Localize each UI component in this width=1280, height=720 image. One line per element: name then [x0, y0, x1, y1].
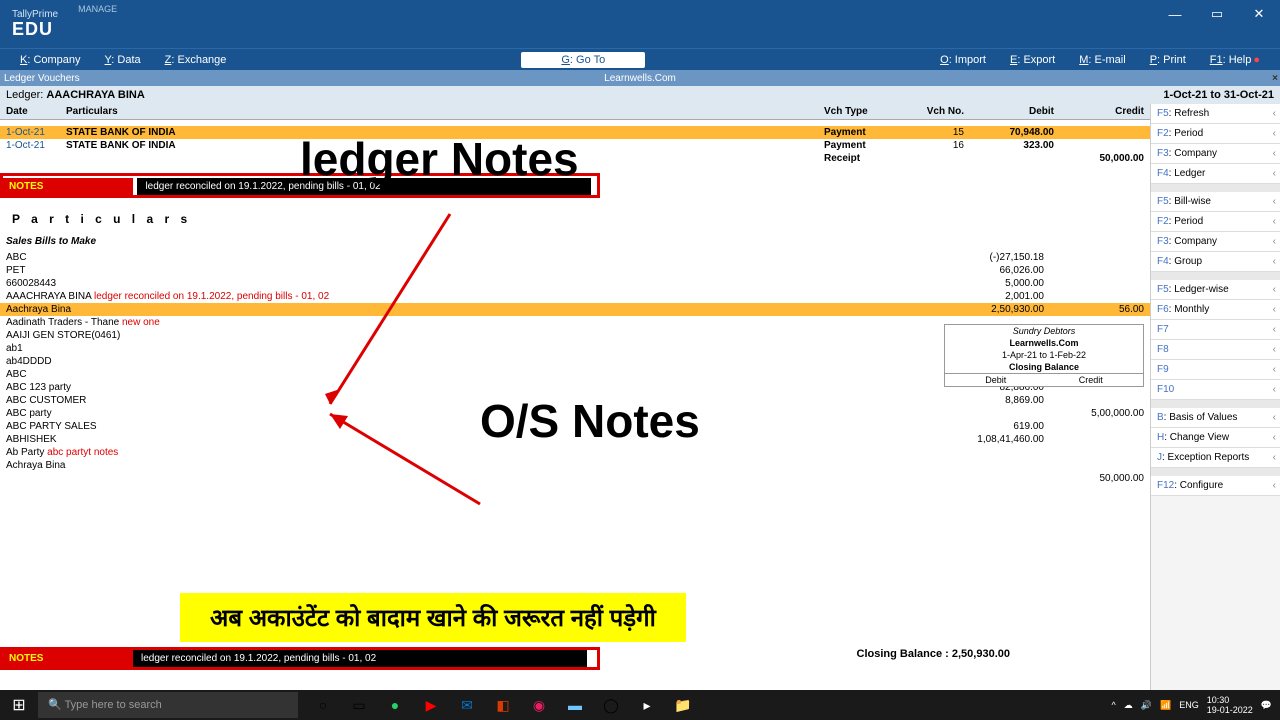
- side-button[interactable]: B: Basis of Values‹: [1151, 408, 1280, 428]
- maximize-button[interactable]: ▭: [1196, 0, 1238, 28]
- app-icon[interactable]: ◉: [522, 690, 556, 720]
- taskview-icon[interactable]: ▭: [342, 690, 376, 720]
- taskbar: ⊞ 🔍 Type here to search ○ ▭ ● ▶ ✉ ◧ ◉ ▬ …: [0, 690, 1280, 720]
- hindi-banner: अब अकाउंटेंट को बादाम खाने की जरूरत नहीं…: [180, 593, 686, 642]
- window-controls: — ▭ ✕: [1154, 0, 1280, 28]
- menu-exchange[interactable]: Z: Exchange: [153, 52, 239, 68]
- side-button[interactable]: F2: Period‹: [1151, 124, 1280, 144]
- particulars-header: P a r t i c u l a r s: [0, 206, 1150, 232]
- side-button[interactable]: F4: Group‹: [1151, 252, 1280, 272]
- title-os-notes: O/S Notes: [480, 394, 700, 448]
- list-row[interactable]: PET66,026.00: [0, 264, 1150, 277]
- whatsapp-icon[interactable]: ●: [378, 690, 412, 720]
- list-row[interactable]: 50,000.00: [0, 472, 1150, 485]
- app-edition: EDU: [12, 20, 58, 40]
- taskbar-search[interactable]: 🔍 Type here to search: [38, 692, 298, 718]
- manage-label: MANAGE: [78, 4, 117, 14]
- tray-date: 19-01-2022: [1207, 705, 1253, 715]
- title-bar: TallyPrime EDU MANAGE — ▭ ✕: [0, 0, 1280, 48]
- info-period: 1-Apr-21 to 1-Feb-22: [945, 349, 1143, 361]
- app-name: TallyPrime: [12, 9, 58, 20]
- notes-label-bottom: NOTES: [3, 650, 133, 667]
- minimize-button[interactable]: —: [1154, 0, 1196, 28]
- side-button[interactable]: F3: Company‹: [1151, 232, 1280, 252]
- list-row[interactable]: Achraya Bina: [0, 459, 1150, 472]
- list-row[interactable]: 6600284435,000.00: [0, 277, 1150, 290]
- side-button[interactable]: F5: Ledger-wise‹: [1151, 280, 1280, 300]
- info-group: Sundry Debtors: [945, 325, 1143, 337]
- side-button[interactable]: F7‹: [1151, 320, 1280, 340]
- info-box: Sundry Debtors Learnwells.Com 1-Apr-21 t…: [944, 324, 1144, 387]
- menu-export[interactable]: E: Export: [998, 52, 1067, 68]
- side-button[interactable]: F4: Ledger‹: [1151, 164, 1280, 184]
- powerpoint-icon[interactable]: ◧: [486, 690, 520, 720]
- side-panel: F5: Refresh‹F2: Period‹F3: Company‹F4: L…: [1150, 104, 1280, 696]
- menu-data[interactable]: Y: Data: [93, 52, 153, 68]
- start-button[interactable]: ⊞: [0, 690, 38, 720]
- subheader-left: Ledger Vouchers: [4, 73, 80, 84]
- info-credit: Credit: [1079, 375, 1103, 385]
- notes-text-bottom: ledger reconciled on 19.1.2022, pending …: [133, 650, 587, 667]
- col-debit: Debit: [964, 106, 1054, 117]
- cortana-icon[interactable]: ○: [306, 690, 340, 720]
- closing-balance: Closing Balance : 2,50,930.00: [857, 648, 1010, 660]
- sub-header: Ledger Vouchers Learnwells.Com ×: [0, 70, 1280, 86]
- ledger-title-bar: Ledger: AAACHRAYA BINA 1-Oct-21 to 31-Oc…: [0, 86, 1280, 104]
- tally-icon[interactable]: ▬: [558, 690, 592, 720]
- side-button[interactable]: J: Exception Reports‹: [1151, 448, 1280, 468]
- side-button[interactable]: F5: Bill-wise‹: [1151, 192, 1280, 212]
- info-closing: Closing Balance: [1009, 362, 1079, 372]
- chrome-icon[interactable]: ◯: [594, 690, 628, 720]
- tray-time: 10:30: [1207, 695, 1230, 705]
- list-row[interactable]: AAACHRAYA BINA ledger reconciled on 19.1…: [0, 290, 1150, 303]
- side-button[interactable]: F9‹: [1151, 360, 1280, 380]
- list-row[interactable]: Aachraya Bina2,50,930.0056.00: [0, 303, 1150, 316]
- side-button[interactable]: F2: Period‹: [1151, 212, 1280, 232]
- outlook-icon[interactable]: ✉: [450, 690, 484, 720]
- side-button[interactable]: F10‹: [1151, 380, 1280, 400]
- col-vchtype: Vch Type: [824, 106, 904, 117]
- menu-company[interactable]: K: Company: [8, 52, 93, 68]
- taskbar-icons: ○ ▭ ● ▶ ✉ ◧ ◉ ▬ ◯ ▸ 📁: [306, 690, 700, 720]
- side-button[interactable]: F5: Refresh‹: [1151, 104, 1280, 124]
- column-headers: Date Particulars Vch Type Vch No. Debit …: [0, 104, 1150, 120]
- close-button[interactable]: ✕: [1238, 0, 1280, 28]
- menu-print[interactable]: P: Print: [1138, 52, 1198, 68]
- explorer-icon[interactable]: 📁: [666, 690, 700, 720]
- col-credit: Credit: [1054, 106, 1144, 117]
- side-button[interactable]: F8‹: [1151, 340, 1280, 360]
- content-area: Date Particulars Vch Type Vch No. Debit …: [0, 104, 1150, 696]
- col-date: Date: [6, 106, 66, 117]
- info-debit: Debit: [985, 375, 1006, 385]
- side-button[interactable]: F6: Monthly‹: [1151, 300, 1280, 320]
- menu-goto[interactable]: G: Go To: [521, 52, 645, 68]
- ledger-label: Ledger:: [6, 89, 43, 101]
- youtube-icon[interactable]: ▶: [414, 690, 448, 720]
- notes-box-bottom: NOTES ledger reconciled on 19.1.2022, pe…: [0, 647, 600, 670]
- col-vchno: Vch No.: [904, 106, 964, 117]
- system-tray[interactable]: ^☁🔊📶 ENG 10:3019-01-2022 💬: [1112, 695, 1280, 715]
- info-company: Learnwells.Com: [1009, 338, 1078, 348]
- menu-import[interactable]: O: Import: [928, 52, 998, 68]
- notes-label: NOTES: [3, 178, 133, 195]
- section-title: Sales Bills to Make: [0, 232, 1150, 251]
- list-row[interactable]: ABC(-)27,150.18: [0, 251, 1150, 264]
- tray-lang[interactable]: ENG: [1179, 700, 1199, 710]
- menu-bar: K: Company Y: Data Z: Exchange G: Go To …: [0, 48, 1280, 70]
- subheader-close[interactable]: ×: [1272, 73, 1278, 84]
- app-logo: TallyPrime EDU: [0, 7, 70, 42]
- ledger-period: 1-Oct-21 to 31-Oct-21: [1163, 89, 1274, 101]
- col-particulars: Particulars: [66, 106, 824, 117]
- terminal-icon[interactable]: ▸: [630, 690, 664, 720]
- title-ledger-notes: ledger Notes: [300, 132, 579, 186]
- side-button[interactable]: F12: Configure‹: [1151, 476, 1280, 496]
- menu-email[interactable]: M: E-mail: [1067, 52, 1137, 68]
- ledger-name: AAACHRAYA BINA: [46, 89, 144, 101]
- side-button[interactable]: H: Change View‹: [1151, 428, 1280, 448]
- menu-help[interactable]: F1: Help●: [1198, 52, 1272, 68]
- subheader-center: Learnwells.Com: [604, 73, 676, 84]
- side-button[interactable]: F3: Company‹: [1151, 144, 1280, 164]
